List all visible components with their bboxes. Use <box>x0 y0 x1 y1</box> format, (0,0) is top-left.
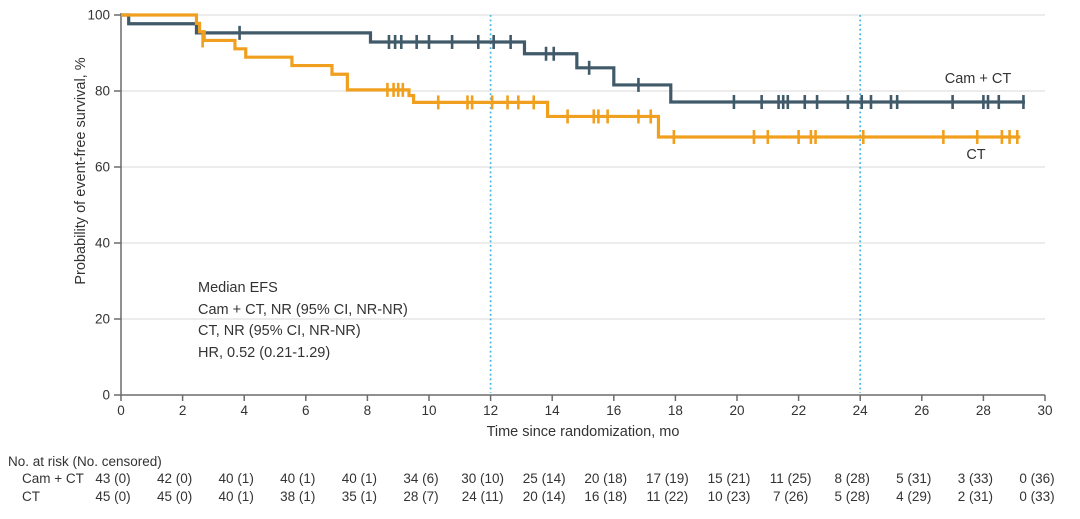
risk-value: 4 (29) <box>896 489 932 504</box>
risk-table-header: No. at risk (No. censored) <box>8 454 162 469</box>
risk-value: 42 (0) <box>156 471 193 486</box>
risk-value: 34 (6) <box>403 471 439 486</box>
y-tick-label: 0 <box>102 388 110 403</box>
risk-value: 24 (11) <box>461 489 504 504</box>
series-curve-ct <box>121 13 1021 139</box>
risk-value: 38 (1) <box>280 489 316 504</box>
x-tick-label: 10 <box>421 403 436 418</box>
risk-value: 2 (31) <box>957 489 994 504</box>
risk-value: 40 (1) <box>341 471 378 486</box>
series-label-cam-ct: Cam + CT <box>944 71 1012 87</box>
annotation-line-hr: HR, 0.52 (0.21-1.29) <box>198 344 331 361</box>
risk-value: 40 (1) <box>280 471 316 486</box>
y-tick-label: 60 <box>95 160 110 175</box>
y-tick-label: 80 <box>95 84 110 99</box>
x-tick-label: 8 <box>364 403 372 418</box>
series-curve-cam-ct <box>121 13 1025 104</box>
x-tick-label: 4 <box>240 403 248 418</box>
risk-value: 43 (0) <box>95 471 131 486</box>
x-tick-label: 20 <box>729 403 744 418</box>
risk-value: 17 (19) <box>646 471 689 486</box>
risk-row-label-ct: CT <box>22 489 40 504</box>
risk-value: 16 (18) <box>584 489 628 504</box>
x-tick-label: 6 <box>302 403 310 418</box>
y-tick-label: 100 <box>87 8 110 23</box>
x-tick-label: 12 <box>483 403 498 418</box>
risk-value: 45 (0) <box>95 489 131 504</box>
risk-value: 45 (0) <box>156 489 193 504</box>
x-tick-label: 24 <box>853 403 869 418</box>
risk-value: 40 (1) <box>218 471 254 486</box>
risk-value: 20 (18) <box>584 471 628 486</box>
risk-value: 3 (33) <box>957 471 994 486</box>
risk-value: 5 (31) <box>896 471 932 486</box>
x-tick-label: 26 <box>914 403 929 418</box>
risk-value: 30 (10) <box>461 471 504 486</box>
risk-value: 20 (14) <box>522 489 566 504</box>
x-tick-label: 28 <box>976 403 991 418</box>
x-tick-label: 16 <box>606 403 621 418</box>
y-tick-label: 40 <box>95 236 110 251</box>
x-axis-label: Time since randomization, mo <box>486 424 680 440</box>
series-label-ct: CT <box>966 147 986 163</box>
risk-value: 11 (25) <box>769 471 812 486</box>
x-tick-label: 0 <box>117 403 125 418</box>
risk-value: 0 (33) <box>1019 489 1055 504</box>
risk-value: 7 (26) <box>772 489 809 504</box>
y-axis-label: Probability of event-free survival, % <box>73 57 89 285</box>
y-tick-label: 20 <box>95 312 110 327</box>
x-tick-label: 18 <box>668 403 683 418</box>
median-efs-annotation: Median EFS Cam + CT, NR (95% CI, NR-NR) … <box>198 278 408 364</box>
annotation-line-median-efs: Median EFS <box>198 280 278 296</box>
risk-value: 25 (14) <box>522 471 566 486</box>
risk-value: 8 (28) <box>834 471 870 486</box>
risk-value: 35 (1) <box>341 489 378 504</box>
annotation-line-cam-ct: Cam + CT, NR (95% CI, NR-NR) <box>198 301 408 318</box>
risk-value: 10 (23) <box>707 489 751 504</box>
x-tick-label: 2 <box>179 403 187 418</box>
risk-value: 11 (22) <box>646 489 689 504</box>
risk-value: 0 (36) <box>1019 471 1055 486</box>
x-tick-label: 14 <box>545 403 561 418</box>
risk-value: 28 (7) <box>403 489 439 504</box>
risk-value: 40 (1) <box>218 489 254 504</box>
x-tick-label: 22 <box>791 403 806 418</box>
risk-value: 15 (21) <box>707 471 751 486</box>
risk-value: 5 (28) <box>834 489 870 504</box>
annotation-line-ct: CT, NR (95% CI, NR-NR) <box>198 323 361 339</box>
x-tick-label: 30 <box>1037 403 1052 418</box>
risk-row-label-cam-ct: Cam + CT <box>22 471 84 486</box>
